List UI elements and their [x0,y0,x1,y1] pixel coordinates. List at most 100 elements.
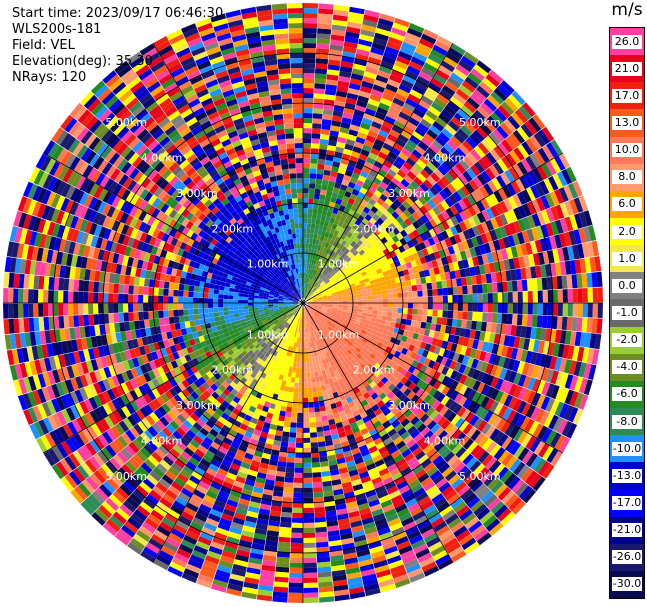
velocity-bin [423,179,433,189]
velocity-bin [549,235,558,250]
velocity-bin [355,252,362,259]
velocity-bin [496,125,509,139]
velocity-bin [303,113,313,119]
velocity-bin [352,325,358,331]
velocity-bin [499,226,508,238]
velocity-bin [479,350,487,362]
velocity-bin [308,278,311,284]
velocity-bin [482,293,488,303]
velocity-bin [426,351,434,360]
velocity-bin [305,283,308,289]
velocity-bin [367,253,375,260]
velocity-bin [363,71,377,80]
velocity-bin [315,271,319,277]
velocity-bin [331,279,337,284]
velocity-bin [371,329,378,336]
velocity-bin [303,208,308,214]
velocity-bin [541,209,551,224]
velocity-bin [345,335,352,341]
velocity-bin [303,597,319,603]
velocity-bin [456,319,463,328]
velocity-bin [491,177,502,191]
velocity-bin [415,450,426,461]
velocity-bin [368,276,375,282]
velocity-bin [529,438,542,453]
velocity-bin [505,439,517,453]
velocity-bin [311,138,320,144]
velocity-bin [365,135,376,143]
velocity-bin [417,347,425,356]
velocity-bin [458,395,468,407]
velocity-bin [419,556,435,568]
velocity-bin [388,383,396,392]
velocity-bin [453,132,466,144]
velocity-bin [493,161,504,175]
velocity-bin [460,55,476,68]
velocity-bin [352,303,358,306]
velocity-bin [356,239,363,247]
velocity-bin [384,226,393,234]
velocity-bin [338,238,344,245]
velocity-bin [377,373,385,381]
velocity-bin [450,180,461,191]
velocity-bin [591,349,600,365]
velocity-bin [282,426,290,433]
velocity-bin [305,342,308,348]
velocity-bin [317,28,332,35]
velocity-bin [447,245,456,255]
velocity-bin [396,195,406,204]
velocity-bin [327,339,333,345]
velocity-bin [381,92,395,102]
velocity-bin [317,299,323,302]
velocity-bin [437,223,446,233]
velocity-bin [521,141,534,156]
velocity-bin [317,18,333,25]
velocity-bin [339,227,346,234]
velocity-bin [400,318,407,325]
velocity-bin [421,192,431,202]
velocity-bin [398,270,405,277]
velocity-bin [555,219,564,234]
velocity-bin [349,193,358,201]
velocity-bin [306,296,312,301]
velocity-bin [525,267,532,279]
velocity-bin [437,444,448,456]
velocity-bin [286,457,295,463]
velocity-bin [469,93,484,106]
velocity-bin [305,288,308,294]
velocity-bin [360,399,369,407]
velocity-bin [431,493,445,504]
velocity-bin [360,149,370,157]
velocity-bin [562,289,568,303]
velocity-bin [303,283,305,289]
velocity-bin [403,521,417,532]
velocity-bin [317,307,322,311]
velocity-bin [457,354,465,364]
velocity-bin [508,94,522,109]
velocity-bin [343,270,350,276]
velocity-bin [397,292,403,298]
velocity-bin [321,325,327,331]
velocity-bin [494,504,509,519]
velocity-bin [340,200,348,207]
velocity-bin [339,258,346,264]
velocity-bin [364,178,373,186]
velocity-bin [484,195,495,208]
velocity-bin [278,536,291,543]
velocity-bin [391,312,398,318]
velocity-bin [299,362,303,368]
velocity-bin [535,265,542,278]
velocity-bin [507,196,518,209]
velocity-bin [317,296,323,300]
velocity-bin [389,467,401,477]
velocity-bin [403,363,412,371]
velocity-bin [414,271,421,279]
velocity-bin [334,284,340,289]
velocity-bin [399,512,412,522]
velocity-bin [312,280,316,286]
velocity-bin [408,153,420,163]
velocity-bin [522,217,532,230]
velocity-bin [577,303,583,318]
velocity-bin [579,332,587,347]
velocity-bin [412,252,420,260]
